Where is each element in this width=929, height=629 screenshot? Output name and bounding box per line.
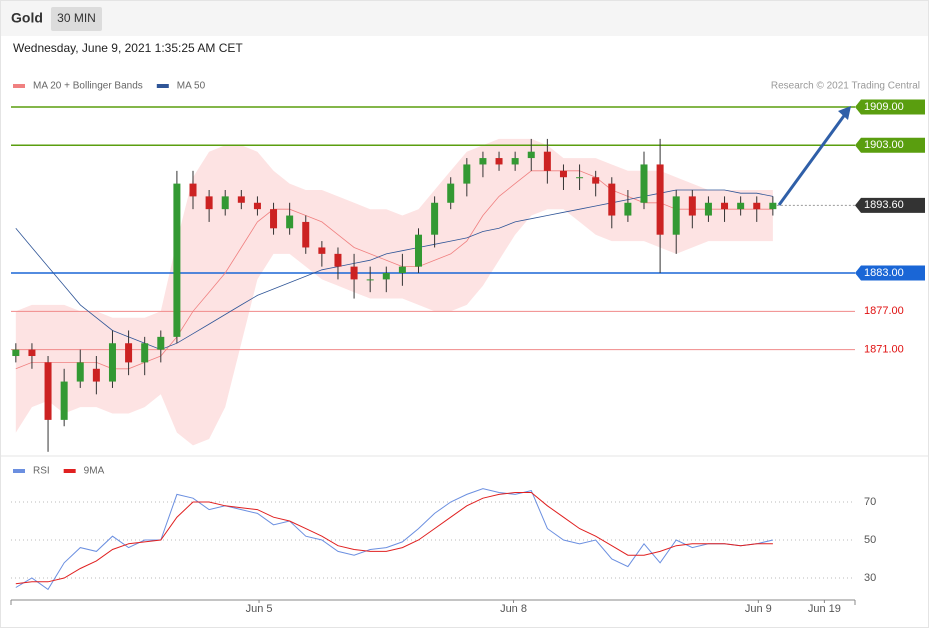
candle-body [415, 234, 423, 267]
candle-body [463, 164, 471, 184]
candle-body [382, 273, 390, 280]
candle-body [479, 158, 487, 165]
candle-body [511, 158, 519, 165]
x-tick-label: Jun 8 [500, 603, 527, 615]
candle-body [656, 164, 664, 235]
legend-label: MA 20 + Bollinger Bands [33, 81, 143, 92]
legend-swatch [63, 469, 76, 473]
candle-body [205, 196, 213, 210]
level-label: 1871.00 [864, 344, 904, 356]
candle-body [44, 362, 52, 420]
candle-body [237, 196, 245, 203]
y-tick-label: 50 [864, 534, 876, 546]
candle-body [769, 202, 777, 210]
candle-body [527, 151, 535, 159]
interval-box[interactable] [51, 7, 102, 31]
candle-body [753, 202, 761, 210]
candle-body [270, 209, 278, 229]
candle-body [737, 202, 745, 210]
candle-body [334, 253, 342, 267]
candle-body [543, 151, 551, 171]
interval[interactable]: 30 MIN [57, 11, 96, 25]
candle-body [12, 349, 20, 357]
candle-body [640, 164, 648, 203]
level-label: 1893.60 [864, 199, 904, 211]
header-bar [1, 1, 928, 36]
instrument-title: Gold [11, 10, 43, 26]
plot-layers: 1909.00 1903.00 1893.60 1883.00 1877.00 1871.… [10, 81, 925, 615]
level-label: 1903.00 [864, 139, 904, 151]
candle-body [76, 362, 84, 382]
candle-body [92, 368, 100, 382]
legend-label: 9MA [84, 466, 105, 477]
line-series [15, 488, 774, 591]
level-label: 1909.00 [864, 101, 904, 113]
y-tick-label: 70 [864, 496, 876, 508]
level-label: 1877.00 [864, 305, 904, 317]
legend-swatch [13, 469, 25, 473]
level-tag [855, 99, 925, 115]
bollinger-band [15, 138, 773, 446]
candle-body [688, 196, 696, 216]
candle-body [624, 202, 632, 216]
forecast-arrow [777, 112, 848, 206]
date: Wednesday, June 9, 2021 1:35:25 AM CET [13, 41, 243, 55]
level-label: 1883.00 [864, 267, 904, 279]
candle-body [447, 183, 455, 203]
candle-body [173, 183, 181, 337]
legend-label: MA 50 [177, 81, 206, 92]
candle-body [302, 221, 310, 248]
candle-body [157, 336, 165, 350]
level-tag [855, 265, 925, 281]
candle-body [253, 202, 261, 210]
candle-body [592, 177, 600, 184]
legend-swatch [156, 84, 169, 88]
x-tick-label: Jun 5 [246, 603, 273, 615]
candle-body [398, 266, 406, 274]
candle-body [350, 266, 358, 280]
legend-swatch [13, 84, 25, 88]
candle-body [141, 343, 149, 363]
candle-body [704, 202, 712, 216]
level-tag [855, 137, 925, 153]
candle-body [608, 183, 616, 216]
legend-label: RSI [33, 466, 50, 477]
candle-body [431, 202, 439, 235]
line-series [15, 492, 773, 585]
x-tick-label: Jun 19 [808, 603, 841, 615]
y-tick-label: 30 [864, 572, 876, 584]
x-tick-label: Jun 9 [745, 603, 772, 615]
candle-body [28, 349, 36, 357]
level-tag [855, 197, 925, 213]
candle-body [576, 177, 584, 179]
candle-body [221, 196, 229, 210]
candle-body [125, 343, 133, 363]
credit: Research © 2021 Trading Central [771, 81, 920, 92]
candle-body [189, 183, 197, 197]
candle-body [366, 279, 374, 281]
ma-line [15, 170, 773, 370]
candle-body [60, 381, 68, 420]
candle-body [672, 196, 680, 235]
candle-body [318, 247, 326, 254]
candle-body [108, 343, 116, 382]
forecast-arrow-head [838, 106, 851, 120]
candle-body [495, 158, 503, 165]
candle-body [286, 215, 294, 229]
candle-body [559, 170, 567, 178]
candle-body [721, 202, 729, 210]
